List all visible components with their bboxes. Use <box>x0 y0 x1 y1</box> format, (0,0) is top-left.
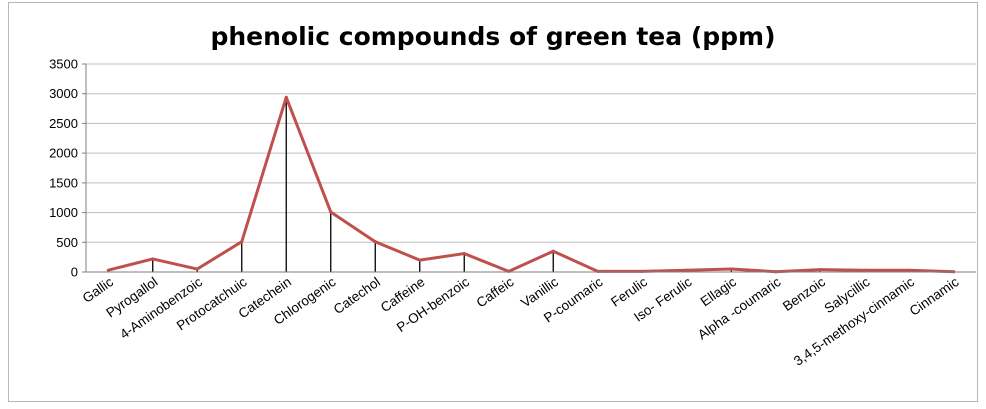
series-lines <box>106 95 956 274</box>
series-line-segment <box>551 249 600 273</box>
chart-title: phenolic compounds of green tea (ppm) <box>210 22 776 51</box>
series-line-segment <box>774 268 822 274</box>
series-line-segment <box>729 267 778 274</box>
x-tick-label: Gallic <box>80 274 116 306</box>
y-tick-label: 1000 <box>49 205 78 220</box>
data-point <box>907 268 911 272</box>
data-point <box>284 95 288 99</box>
series-line-segment <box>329 210 377 244</box>
grid-lines <box>86 63 976 273</box>
data-point <box>151 257 155 261</box>
data-point <box>551 249 555 253</box>
series-line-segment <box>507 249 555 273</box>
x-tick-label: Catechol <box>331 274 383 317</box>
series-line-segment <box>685 267 733 272</box>
y-tick-label: 2000 <box>49 146 78 161</box>
data-point <box>418 258 422 262</box>
data-point <box>106 268 110 272</box>
series-line-segment <box>418 252 466 262</box>
data-point <box>685 268 689 272</box>
series-line-segment <box>462 252 511 273</box>
series-line-segment <box>907 268 956 274</box>
series-line-segment <box>106 257 155 272</box>
y-tick-label: 2500 <box>49 116 78 131</box>
x-tick-label: Alpha -coumaric <box>695 274 784 342</box>
data-point <box>373 240 377 244</box>
series-line-segment <box>818 268 867 272</box>
x-tick-label: Cinnamic <box>907 274 962 319</box>
data-point <box>729 267 733 271</box>
series-line-segment <box>195 240 244 271</box>
x-tick-label: Benzoic <box>780 274 828 314</box>
data-point <box>462 252 466 255</box>
series-line-segment <box>640 268 689 273</box>
y-tick-label: 3000 <box>49 86 78 101</box>
y-tick-label: 1500 <box>49 175 78 190</box>
y-tick-label: 3500 <box>49 57 78 72</box>
series-line-segment <box>284 95 333 214</box>
data-point <box>195 267 199 271</box>
data-point <box>240 240 244 244</box>
chart-frame <box>8 2 978 402</box>
data-point <box>329 210 333 214</box>
series-line-segment <box>240 95 288 244</box>
x-axis: GallicPyrogallol4-AminobenzoicProtocatch… <box>80 271 976 369</box>
y-tick-label: 0 <box>71 265 78 280</box>
data-point <box>863 268 867 272</box>
series-line-segment <box>151 257 199 271</box>
x-tick-label: Caffeic <box>474 274 517 310</box>
data-point <box>818 268 822 272</box>
y-axis: 0 500 1000 1500 2000 2500 3000 3500 <box>49 57 87 280</box>
series-line-segment <box>373 240 422 262</box>
y-tick-label: 500 <box>56 235 78 250</box>
